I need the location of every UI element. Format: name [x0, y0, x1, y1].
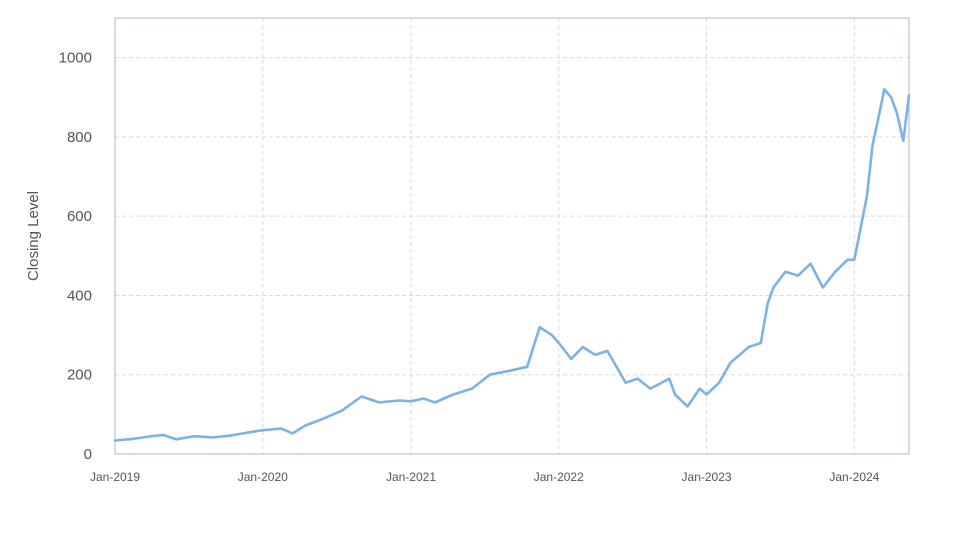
- x-tick-label: Jan-2019: [90, 470, 140, 484]
- x-axis-ticks: Jan-2019 Jan-2020 Jan-2021 Jan-2022 Jan-2023…: [90, 470, 880, 484]
- x-tick-label: Jan-2022: [534, 470, 584, 484]
- y-tick-label: 1000: [59, 50, 92, 67]
- x-tick-label: Jan-2023: [682, 470, 732, 484]
- y-tick-label: 600: [67, 208, 92, 225]
- y-tick-label: 800: [67, 129, 92, 146]
- y-tick-label: 0: [84, 446, 92, 463]
- y-tick-label: 400: [67, 287, 92, 304]
- grid-layer: [115, 18, 909, 454]
- x-tick-label: Jan-2020: [238, 470, 288, 484]
- x-tick-label: Jan-2021: [386, 470, 436, 484]
- x-tick-label: Jan-2024: [829, 470, 879, 484]
- series-line: [113, 88, 911, 442]
- y-tick-label: 200: [67, 367, 92, 384]
- y-axis-title: Closing Level: [25, 191, 42, 281]
- plot-frame: [114, 17, 910, 455]
- series-layer: [113, 88, 911, 442]
- y-axis-ticks: 0 200 400 600 800 1000: [59, 50, 92, 463]
